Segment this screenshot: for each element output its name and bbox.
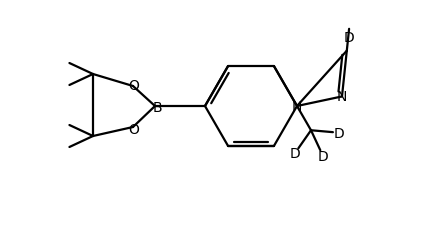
Text: N: N <box>337 90 347 104</box>
Text: D: D <box>333 126 344 140</box>
Text: D: D <box>317 149 328 163</box>
Text: N: N <box>292 99 302 113</box>
Text: O: O <box>128 122 139 136</box>
Text: D: D <box>290 146 300 160</box>
Text: O: O <box>128 79 139 93</box>
Text: D: D <box>344 31 354 45</box>
Text: B: B <box>152 101 162 115</box>
